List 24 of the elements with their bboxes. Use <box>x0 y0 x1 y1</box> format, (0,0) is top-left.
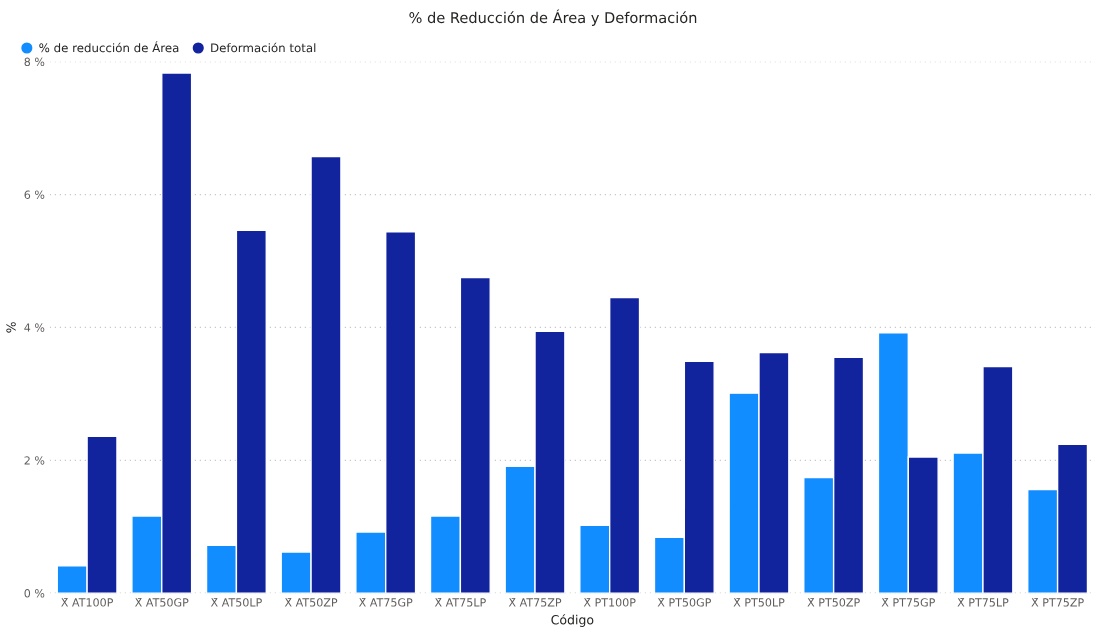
x-tick-label: X̄ AT50LP <box>210 598 262 607</box>
y-tick-label: 6 % <box>24 190 45 199</box>
y-tick-label: 0 % <box>24 589 45 598</box>
x-tick-label: X̄ PT50GP <box>657 598 711 607</box>
x-tick-label: X̄ AT75LP <box>434 598 486 607</box>
y-tick-label: 2 % <box>24 456 45 465</box>
x-tick-label: X̄ AT75GP <box>358 598 413 607</box>
x-tick-label: X̄ AT75ZP <box>508 598 562 607</box>
x-tick-label: X̄ AT50GP <box>135 598 189 607</box>
x-tick-label: X̄ PT50ZP <box>807 598 860 607</box>
x-tick-label: X̄ PT75GP <box>881 598 935 607</box>
x-tick-label: X̄ PT50LP <box>733 598 785 607</box>
y-axis-title: % <box>6 322 16 333</box>
legend-label: % de reducción de Área <box>39 41 179 53</box>
x-tick-label: X̄ PT75ZP <box>1031 598 1084 607</box>
x-tick-label: X̄ PT100P <box>583 598 636 607</box>
chart-title: % de Reducción de Área y Deformación <box>409 9 697 26</box>
x-axis-title: Código <box>551 614 594 627</box>
legend-label: Deformación total <box>211 42 316 53</box>
y-tick-label: 4 % <box>24 323 45 332</box>
x-tick-label: X̄ AT100P <box>61 598 114 607</box>
x-tick-label: X̄ PT75LP <box>957 598 1009 607</box>
x-tick-label: X̄ AT50ZP <box>284 598 338 607</box>
y-tick-label: 8 % <box>24 57 45 67</box>
